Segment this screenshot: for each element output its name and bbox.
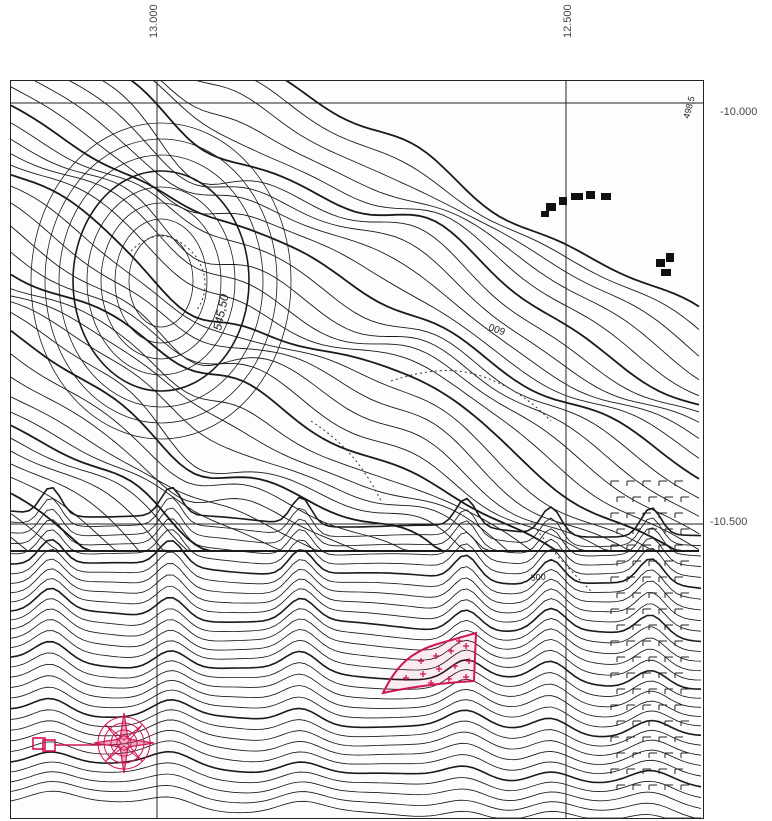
contour-line [11,549,702,600]
spot-height-label: 545,50 [210,292,231,331]
contour-line [11,619,702,672]
contour-line [11,719,702,756]
easting-label-left: 13.000 [148,4,160,38]
contour-line [11,630,702,681]
contour-line [128,234,194,328]
contour-line [11,153,700,535]
contour-line [11,663,702,708]
map-canvas[interactable]: 545,50 600 500 498,5 [11,81,703,818]
contour-line [11,568,702,622]
contour-line [58,154,264,408]
contour-line [11,518,702,568]
contour-line [11,608,702,662]
contour-line [11,251,699,552]
northing-label-bottom: -10.500 [710,516,748,528]
contour-line [11,771,702,809]
site-area-marker[interactable] [381,631,478,695]
northing-label-top: -10.000 [720,106,758,118]
contour-line [11,173,699,552]
dotted-paths [130,235,592,592]
contour-line [160,81,700,381]
contour-line [11,652,702,699]
contour-line [102,81,700,413]
contour-line [196,81,700,357]
contour-line [11,790,701,818]
contour-line [11,139,700,517]
contour-line [11,86,700,459]
contour-line [11,497,702,547]
contour-line [44,138,278,424]
edge-label: 498,5 [681,95,696,119]
contour-line [114,218,208,344]
contour-line [11,507,702,557]
compass-rose-icon [93,712,155,774]
contour-line [11,104,700,480]
contour-line [11,529,702,578]
contour-line [11,329,699,552]
contour-line [130,81,700,406]
contour-line [11,587,702,643]
settlement-cluster-2 [656,253,674,276]
contour-line [72,170,250,392]
contour-line [11,740,702,777]
contour-line [100,202,222,360]
contour-line [11,486,702,538]
contour-lines [11,81,702,818]
contour-line [11,761,702,799]
settlement-cluster-1 [541,191,611,217]
contour-line [11,164,700,551]
contour-line [153,81,700,397]
contour-line [34,81,700,439]
contour-line [86,186,236,376]
contour-line [255,81,700,330]
contour-line [11,538,702,590]
contour-line [11,463,699,552]
contour-line [11,598,702,652]
cliff-hatching [610,480,689,790]
contour-line [11,729,702,766]
contour-label-500: 500 [530,571,546,583]
contour-line [69,81,700,423]
contour-line [11,781,701,818]
contour-line [11,202,699,552]
contour-line [285,81,700,308]
contour-line [11,686,702,728]
contour-line [11,492,699,552]
contour-line [11,295,699,552]
easting-label-right: 12.500 [562,4,574,38]
contour-label-600: 600 [487,320,507,336]
contour-line [11,640,702,690]
contour-line [11,312,699,552]
contour-line [11,578,702,632]
contour-line [11,697,702,738]
reference-square-marker[interactable] [32,737,101,752]
topographic-map[interactable]: 545,50 600 500 498,5 [10,80,704,819]
contour-line [11,675,702,718]
contour-line [11,185,699,552]
contour-line [30,122,292,440]
contour-line [11,558,702,611]
contour-line [11,225,699,552]
